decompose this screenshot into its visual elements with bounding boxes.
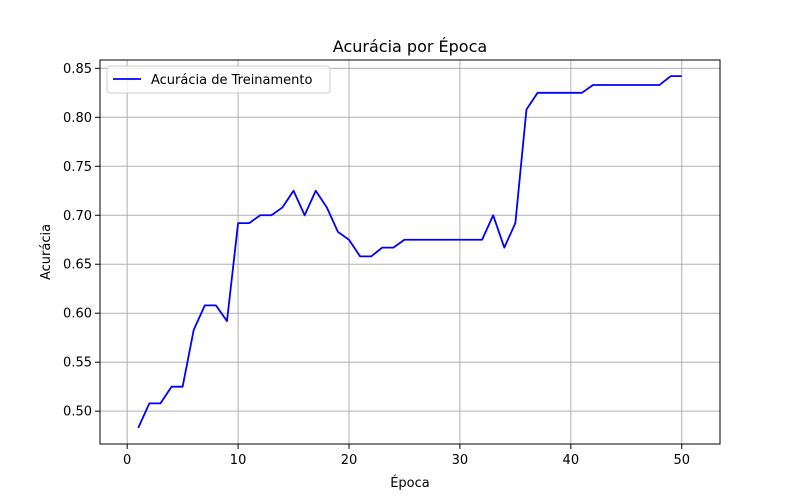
y-tick-label: 0.70 [63, 209, 92, 224]
legend: Acurácia de Treinamento [106, 65, 331, 94]
x-tick-label: 50 [673, 453, 690, 468]
series-layer [137, 75, 682, 429]
plot-frame [99, 59, 721, 445]
y-axis-label: Acurácia [39, 224, 54, 280]
x-axis: 0 10 20 30 40 50 [123, 444, 690, 468]
chart-title: Acurácia por Época [333, 37, 487, 56]
grid [100, 60, 720, 444]
series-line [137, 75, 682, 429]
x-tick-label: 20 [341, 453, 358, 468]
y-tick-label: 0.85 [63, 62, 92, 77]
x-tick-label: 30 [452, 453, 469, 468]
y-tick-label: 0.50 [63, 405, 92, 420]
y-tick-label: 0.75 [63, 160, 92, 175]
y-tick-label: 0.55 [63, 356, 92, 371]
x-tick-label: 40 [563, 453, 580, 468]
x-axis-label: Época [390, 475, 430, 491]
x-tick-label: 0 [123, 453, 131, 468]
legend-box [106, 65, 331, 94]
y-tick-label: 0.65 [63, 258, 92, 273]
legend-label: Acurácia de Treinamento [151, 73, 313, 88]
y-axis: 0.50 0.55 0.60 0.65 0.70 0.75 0.80 0.85 [63, 62, 100, 420]
y-tick-label: 0.80 [63, 111, 92, 126]
y-tick-label: 0.60 [63, 307, 92, 322]
x-tick-label: 10 [230, 453, 247, 468]
